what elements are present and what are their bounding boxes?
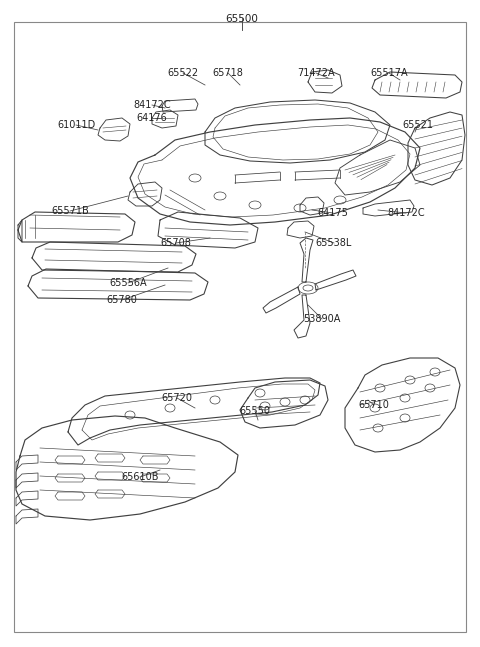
Text: 65708: 65708 bbox=[161, 238, 192, 248]
Text: 84172C: 84172C bbox=[133, 100, 171, 110]
Text: 64176: 64176 bbox=[137, 113, 168, 123]
Text: 65780: 65780 bbox=[107, 295, 137, 305]
Text: 65521: 65521 bbox=[403, 120, 433, 130]
Text: 65556A: 65556A bbox=[109, 278, 147, 288]
Text: 65550: 65550 bbox=[240, 406, 271, 416]
Text: 65710: 65710 bbox=[359, 400, 389, 410]
Text: 64175: 64175 bbox=[318, 208, 348, 218]
Text: 65517A: 65517A bbox=[370, 68, 408, 78]
Text: 65522: 65522 bbox=[168, 68, 199, 78]
Text: 65571B: 65571B bbox=[51, 206, 89, 216]
Text: 65538L: 65538L bbox=[316, 238, 352, 248]
Text: 65500: 65500 bbox=[226, 14, 258, 24]
Text: 71472A: 71472A bbox=[297, 68, 335, 78]
Text: 61011D: 61011D bbox=[57, 120, 95, 130]
Text: 84172C: 84172C bbox=[387, 208, 425, 218]
Text: 65720: 65720 bbox=[161, 393, 192, 403]
Text: 65718: 65718 bbox=[213, 68, 243, 78]
Text: 65610B: 65610B bbox=[121, 472, 159, 482]
Text: 53890A: 53890A bbox=[303, 314, 341, 324]
